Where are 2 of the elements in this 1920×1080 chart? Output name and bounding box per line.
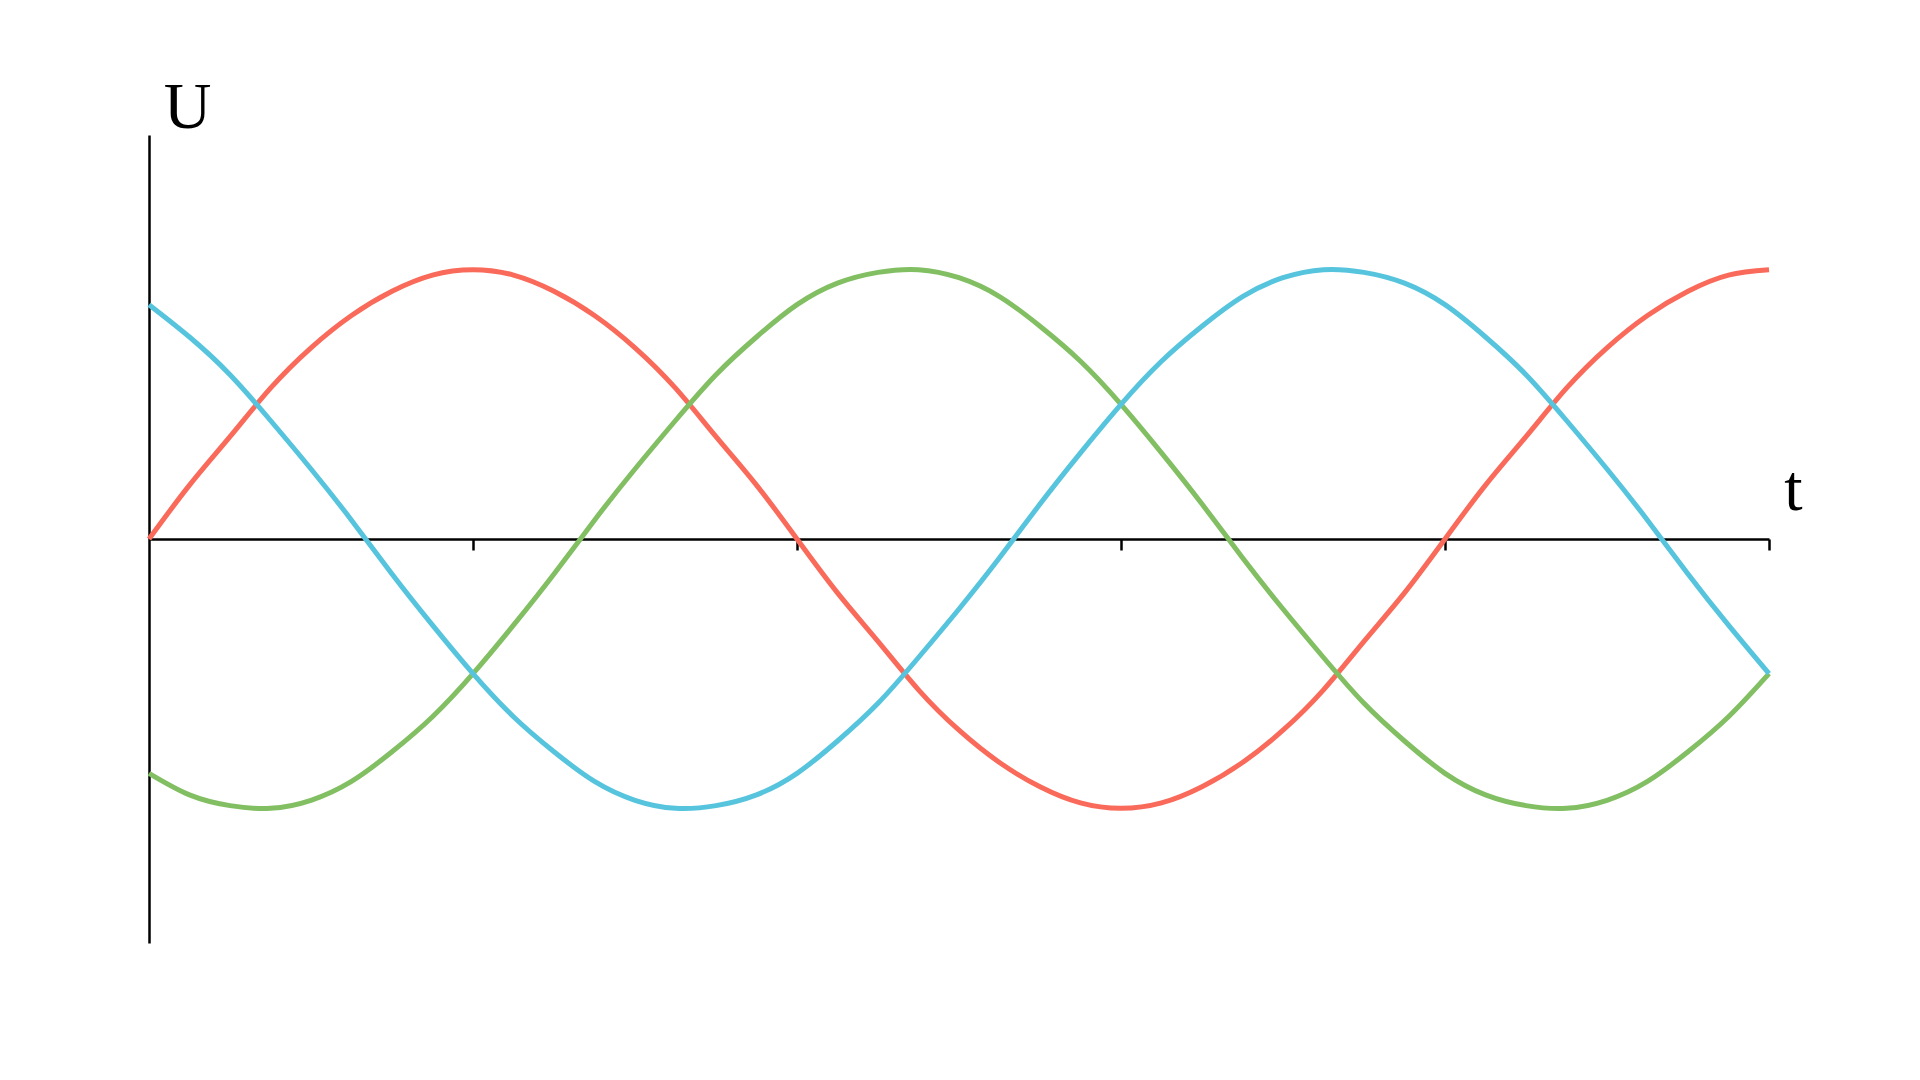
- y-axis-title: U: [163, 68, 212, 142]
- x-axis-title: t: [1784, 450, 1803, 524]
